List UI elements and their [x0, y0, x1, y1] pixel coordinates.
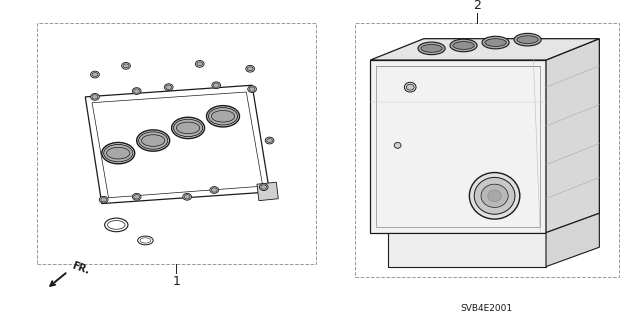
Ellipse shape [211, 110, 235, 122]
Ellipse shape [517, 36, 538, 43]
Ellipse shape [99, 196, 108, 203]
Ellipse shape [248, 86, 257, 93]
Ellipse shape [195, 61, 204, 67]
Ellipse shape [394, 143, 401, 148]
Polygon shape [388, 233, 546, 267]
Ellipse shape [469, 173, 520, 219]
Ellipse shape [134, 195, 140, 199]
Ellipse shape [421, 44, 442, 52]
Ellipse shape [141, 135, 165, 146]
Ellipse shape [418, 42, 445, 55]
Text: 2: 2 [473, 0, 481, 12]
Polygon shape [546, 213, 599, 267]
Ellipse shape [213, 83, 219, 87]
Ellipse shape [247, 67, 253, 71]
Bar [36, 23, 316, 264]
Ellipse shape [197, 62, 203, 66]
Text: SVB4E2001: SVB4E2001 [461, 304, 513, 313]
Ellipse shape [104, 145, 132, 162]
Ellipse shape [172, 117, 205, 138]
Ellipse shape [249, 87, 255, 91]
Ellipse shape [139, 132, 168, 149]
Ellipse shape [132, 193, 141, 200]
Text: 1: 1 [173, 275, 180, 288]
Ellipse shape [166, 85, 172, 89]
Ellipse shape [123, 64, 129, 68]
Bar [355, 23, 619, 277]
Ellipse shape [453, 41, 474, 49]
Ellipse shape [259, 184, 268, 190]
Ellipse shape [134, 89, 140, 93]
Ellipse shape [261, 185, 267, 189]
Ellipse shape [481, 184, 508, 207]
Ellipse shape [173, 119, 203, 137]
Polygon shape [371, 60, 546, 233]
Ellipse shape [92, 95, 98, 99]
Ellipse shape [474, 177, 515, 214]
Ellipse shape [100, 197, 107, 202]
Ellipse shape [91, 93, 99, 100]
Ellipse shape [177, 122, 200, 134]
Ellipse shape [91, 71, 99, 78]
Ellipse shape [265, 137, 274, 144]
Ellipse shape [267, 138, 273, 143]
Ellipse shape [122, 63, 131, 69]
Ellipse shape [211, 188, 217, 192]
Ellipse shape [209, 108, 237, 125]
Ellipse shape [107, 147, 130, 159]
Ellipse shape [406, 84, 414, 90]
Ellipse shape [184, 195, 190, 199]
Polygon shape [257, 182, 278, 201]
Ellipse shape [488, 190, 501, 202]
Text: FR.: FR. [70, 261, 91, 276]
Ellipse shape [485, 39, 506, 47]
Ellipse shape [183, 193, 191, 200]
Ellipse shape [137, 130, 170, 151]
Ellipse shape [164, 84, 173, 91]
Ellipse shape [212, 82, 221, 89]
Ellipse shape [102, 143, 135, 164]
Polygon shape [371, 39, 599, 60]
Ellipse shape [210, 187, 219, 193]
Ellipse shape [482, 36, 509, 49]
Ellipse shape [404, 82, 416, 92]
Polygon shape [546, 39, 599, 233]
Ellipse shape [514, 33, 541, 46]
Ellipse shape [132, 88, 141, 94]
Ellipse shape [92, 73, 98, 77]
Ellipse shape [246, 65, 255, 72]
Ellipse shape [450, 39, 477, 52]
Ellipse shape [207, 106, 239, 127]
